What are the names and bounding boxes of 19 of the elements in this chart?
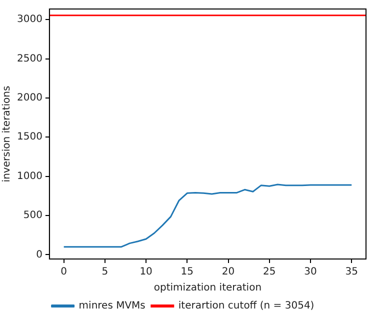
legend-label: iterartion cutoff (n = 3054) (178, 300, 314, 312)
x-tick-label: 10 (140, 266, 152, 278)
y-tick-label: 1000 (16, 170, 42, 182)
x-tick-label: 20 (222, 266, 235, 278)
y-tick-label: 2500 (16, 53, 42, 64)
y-axis-title: inversion iterations (2, 86, 13, 182)
x-tick-label: 30 (304, 266, 317, 278)
x-tick-label: 25 (263, 266, 276, 278)
x-tick-label: 0 (60, 266, 68, 278)
y-tick-label: 0 (36, 249, 42, 260)
x-axis-title: optimization iteration (154, 282, 262, 294)
legend-label: minres MVMs (78, 300, 146, 312)
y-tick-label: 500 (23, 210, 42, 222)
y-tick-label: 2000 (16, 92, 42, 104)
y-tick-label: 3000 (16, 14, 42, 26)
x-tick-label: 35 (345, 266, 358, 278)
x-tick-label: 15 (180, 266, 194, 278)
y-tick-label: 1500 (16, 132, 42, 143)
x-tick-label: 5 (102, 266, 108, 278)
